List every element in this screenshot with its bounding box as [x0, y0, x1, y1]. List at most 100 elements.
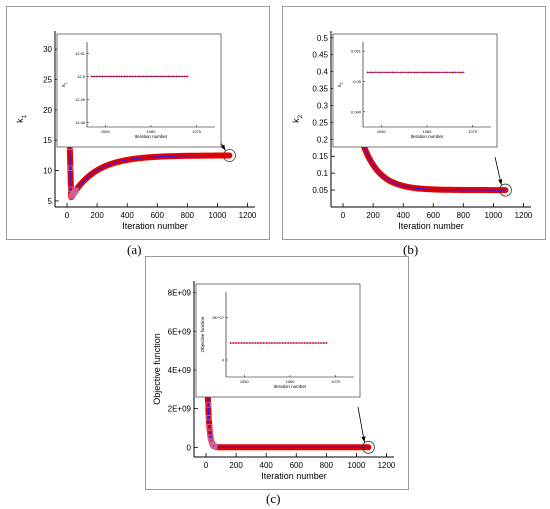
inset-data-point: [366, 71, 369, 74]
inset-data-point: [432, 71, 435, 74]
inset-y-tick-label: 12.51: [75, 51, 86, 56]
inset-data-point: [448, 71, 451, 74]
inset-data-point: [279, 342, 281, 344]
zoom-circle: [223, 149, 236, 162]
inset-data-point: [161, 75, 164, 78]
x-tick-label: 200: [90, 211, 104, 220]
inset-y-tick-label: 0: [222, 358, 225, 363]
chart-panel-a: 0 200 400 600 800 1000 1200 5 10 15 20 25 30 Iteratio…: [6, 6, 270, 240]
y-axis-title-subscript: 1: [22, 114, 28, 118]
inset-data-point: [131, 75, 134, 78]
inset-data-point: [156, 75, 159, 78]
inset-data-point: [402, 71, 405, 74]
data-point-marker: [73, 187, 79, 193]
series-line: [342, 37, 506, 191]
chart-panel-b: 0 200 400 600 800 1000 1200 0.05 0.1 0.15 0.2 0.25 0…: [282, 6, 546, 240]
x-axis-title: Iteration number: [398, 221, 464, 231]
inset-x-tick-label: 1070: [331, 379, 341, 384]
inset-data-point: [281, 342, 284, 344]
inset-data-point: [424, 71, 427, 74]
zoom-arrow: [357, 406, 365, 443]
chart-b: 0 200 400 600 800 1000 1200 0.05 0.1 0.15 0.2 0.25 0…: [291, 31, 533, 231]
inset-data-point: [148, 75, 151, 78]
inset-data-point: [437, 71, 440, 74]
y-tick-label: 0.35: [312, 85, 328, 94]
inset-y-axis-title: k2: [337, 82, 344, 86]
inset-data-point: [322, 342, 325, 344]
inset-data-point: [276, 342, 279, 344]
x-tick-label: 1200: [239, 211, 257, 220]
inset-x-axis-title: Iteration number: [274, 384, 307, 389]
y-tick-label: 6E+09: [168, 327, 192, 336]
inset-x-tick-label: 1060: [286, 379, 296, 384]
data-point-marker: [206, 414, 212, 421]
inset-data-point: [93, 75, 96, 78]
y-tick-label: 0.25: [312, 118, 328, 127]
inset-data-point: [418, 71, 421, 74]
inset-data-point: [243, 342, 246, 344]
x-tick-label: 600: [290, 461, 304, 470]
inset-data-point: [142, 75, 145, 78]
x-tick-label: 0: [204, 461, 209, 470]
inset-chart: 1050 1060 1070 0 5E+07 Iteration number Object…: [195, 283, 361, 398]
inset-data-point: [427, 71, 429, 74]
x-tick-label: 1000: [485, 211, 503, 220]
inset-y-tick-label: 0.05: [353, 79, 362, 84]
inset-data-point: [295, 342, 298, 344]
inset-data-point: [237, 342, 240, 344]
y-tick-label: 0.05: [312, 186, 328, 195]
inset-data-point: [287, 342, 290, 344]
x-tick-label: 200: [229, 461, 243, 470]
inset-data-point: [120, 75, 123, 78]
inset-data-point: [309, 342, 312, 344]
inset-data-point: [145, 75, 148, 78]
y-tick-label: 5: [48, 197, 53, 206]
inset-data-point: [317, 342, 320, 344]
x-tick-label: 400: [260, 461, 274, 470]
inset-data-point: [98, 75, 101, 78]
x-tick-label: 1200: [378, 461, 396, 470]
inset-data-point: [104, 75, 107, 78]
inset-data-point: [235, 342, 237, 344]
inset-data-point: [159, 75, 162, 78]
inset-data-point: [96, 75, 98, 78]
inset-x-tick-label: 1050: [101, 129, 111, 134]
zoom-arrowhead: [361, 436, 366, 443]
inset-data-point: [410, 71, 413, 74]
inset-data-point: [396, 71, 399, 74]
inset-data-point: [440, 71, 443, 74]
inset-data-point: [167, 75, 170, 78]
inset-data-point: [429, 71, 432, 74]
y-tick-label: 0.4: [317, 68, 329, 77]
inset-data-point: [246, 342, 248, 344]
y-tick-label: 15: [43, 136, 52, 145]
inset-y-axis-title-subscript: 2: [340, 82, 344, 84]
y-tick-label: 10: [43, 167, 52, 176]
x-tick-label: 800: [320, 461, 334, 470]
inset-data-point: [259, 342, 262, 344]
inset-data-point: [372, 71, 374, 74]
inset-data-point: [172, 75, 175, 78]
y-tick-label: 4E+09: [168, 366, 192, 375]
x-tick-label: 1000: [209, 211, 227, 220]
inset-data-point: [369, 71, 372, 74]
inset-data-point: [443, 71, 446, 74]
inset-x-tick-label: 1070: [192, 129, 202, 134]
inset-y-tick-label: 5E+07: [212, 315, 224, 320]
inset-y-tick-label: 12.49: [75, 97, 86, 102]
data-point-marker: [206, 423, 213, 430]
y-axis-title: k1: [15, 114, 28, 123]
zoom-arrowhead: [220, 144, 226, 151]
y-tick-label: 0.2: [317, 135, 329, 144]
inset-data-point: [134, 75, 137, 78]
inset-data-point: [257, 342, 259, 344]
inset-data-point: [446, 71, 449, 74]
inset-data-point: [394, 71, 396, 74]
inset-data-point: [391, 71, 394, 74]
inset-data-point: [109, 75, 112, 78]
inset-data-point: [273, 342, 276, 344]
inset-y-tick-label: 12.48: [75, 120, 86, 125]
series-line: [205, 290, 369, 448]
caption-b: (b): [403, 242, 419, 257]
inset-frame: [332, 33, 498, 148]
